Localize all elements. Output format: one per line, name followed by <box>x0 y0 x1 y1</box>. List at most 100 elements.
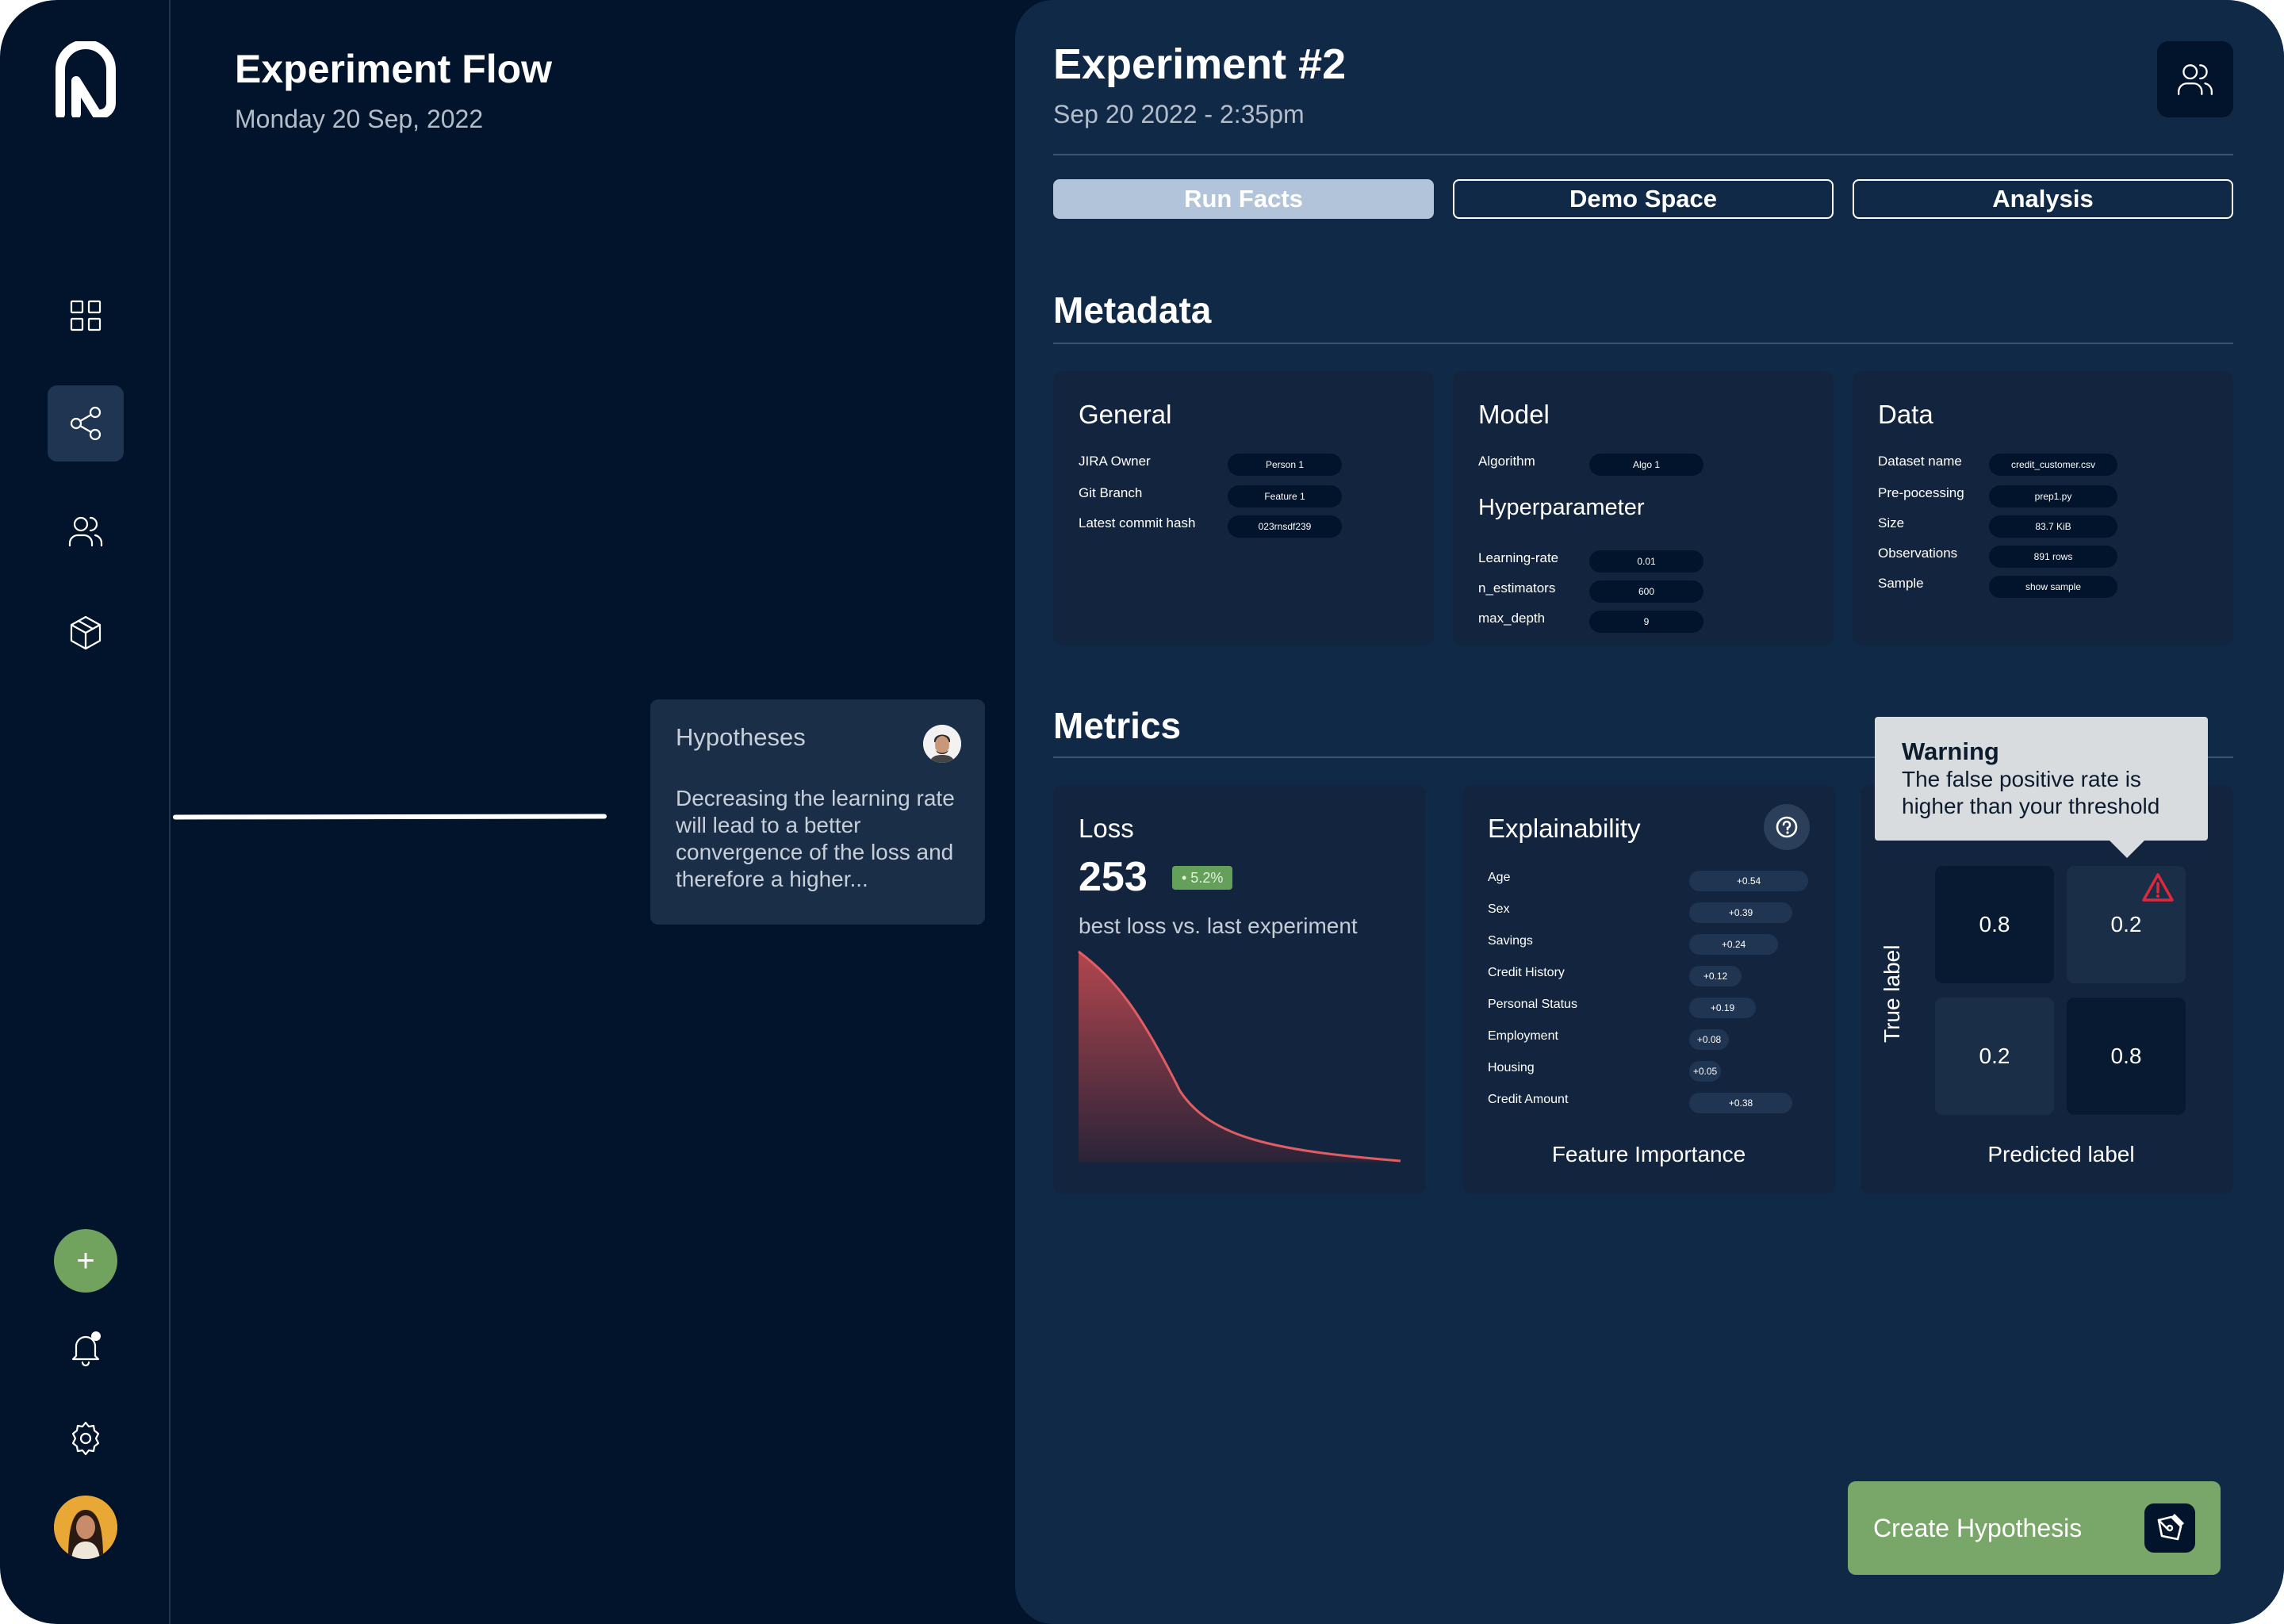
experiment-date: Sep 20 2022 - 2:35pm <box>1053 100 1305 128</box>
kv-value: Person 1 <box>1228 454 1342 476</box>
kv-value: 83.7 KiB <box>1989 515 2117 538</box>
metrics-divider <box>1053 756 2233 758</box>
confusion-matrix-card: True label 0.8 0.2 0.2 0.8 Predicted lab… <box>1861 785 2233 1194</box>
explainability-card: Explainability Age +0.54 Sex +0.39 Savin… <box>1462 785 1835 1194</box>
hyperparameter-title: Hyperparameter <box>1478 495 1645 520</box>
tab-run-facts[interactable]: Run Facts <box>1053 179 1434 219</box>
help-icon <box>1776 816 1798 838</box>
feature-importance-label: Feature Importance <box>1551 1142 1746 1166</box>
kv-key: Latest commit hash <box>1079 515 1196 530</box>
general-card: General JIRA Owner Person 1 Git Branch F… <box>1053 371 1434 645</box>
dashboard-button[interactable] <box>48 278 124 354</box>
team-icon <box>68 516 103 547</box>
loss-change-badge: • 5.2% <box>1172 866 1233 890</box>
experiment-title: Experiment #2 <box>1053 40 1347 88</box>
loss-subtitle: best loss vs. last experiment <box>1079 914 1358 938</box>
kv-value: 023rnsdf239 <box>1228 515 1342 538</box>
kv-key: Observations <box>1878 546 1958 561</box>
warning-tooltip: Warning The false positive rate is highe… <box>1875 717 2208 858</box>
user-avatar[interactable] <box>54 1496 117 1559</box>
feature-label: Credit Amount <box>1488 1093 1569 1106</box>
kv-value: 9 <box>1589 611 1703 633</box>
tab-demo-space[interactable]: Demo Space <box>1453 179 1834 219</box>
hypothesis-card[interactable]: Hypotheses Decreasing the learning rate … <box>650 699 985 925</box>
feature-value: +0.08 <box>1689 1029 1729 1050</box>
author-avatar-image <box>923 725 961 763</box>
bell-icon <box>71 1331 101 1367</box>
feature-label: Age <box>1488 871 1511 884</box>
kv-key: n_estimators <box>1478 580 1556 596</box>
flow-date: Monday 20 Sep, 2022 <box>235 105 484 133</box>
experiment-flow-button[interactable] <box>48 385 124 462</box>
team-button[interactable] <box>2157 41 2233 117</box>
explainability-title: Explainability <box>1488 814 1641 843</box>
kv-key: Algorithm <box>1478 454 1535 469</box>
kv-value: prep1.py <box>1989 485 2117 508</box>
feature-value: +0.24 <box>1689 934 1778 955</box>
loss-value: 253 <box>1079 854 1148 900</box>
kv-key: Pre-pocessing <box>1878 485 1964 500</box>
feature-label: Credit History <box>1488 966 1565 979</box>
predicted-label-axis: Predicted label <box>1987 1142 2135 1166</box>
pen-icon <box>2144 1503 2195 1553</box>
hypothesis-title: Hypotheses <box>676 723 806 751</box>
model-title: Model <box>1478 400 1550 429</box>
team-icon <box>2178 64 2213 95</box>
warning-title: Warning <box>1902 737 1999 765</box>
metrics-heading: Metrics <box>1053 705 1182 746</box>
hypothesis-text: Decreasing the learning rate will lead t… <box>676 786 955 891</box>
warning-icon[interactable] <box>2141 872 2175 902</box>
kv-key: Size <box>1878 515 1905 530</box>
flow-title: Experiment Flow <box>235 47 553 91</box>
create-hypothesis-label: Create Hypothesis <box>1873 1513 2083 1542</box>
kv-value: Feature 1 <box>1228 485 1342 508</box>
flow-connector-line <box>172 814 607 820</box>
kv-key: Learning-rate <box>1478 550 1559 565</box>
help-button[interactable] <box>1764 804 1810 850</box>
data-title: Data <box>1878 400 1933 429</box>
loss-line <box>1078 950 1401 1162</box>
loss-area <box>1079 952 1401 1162</box>
sidebar: + <box>0 0 171 1624</box>
feature-value: +0.54 <box>1689 871 1808 891</box>
warning-text: The false positive rate is higher than y… <box>1902 767 2160 818</box>
metadata-divider <box>1053 343 2233 344</box>
true-label-axis: True label <box>1880 944 1904 1043</box>
settings-button[interactable] <box>48 1400 124 1477</box>
general-title: General <box>1079 400 1172 429</box>
kv-value: 600 <box>1589 580 1703 603</box>
kv-key: JIRA Owner <box>1079 454 1151 469</box>
gear-icon <box>71 1421 100 1456</box>
feature-value: +0.05 <box>1689 1061 1721 1082</box>
cm-cell-fp: 0.2 <box>2067 866 2186 983</box>
kv-value: 0.01 <box>1589 550 1703 573</box>
logo-icon[interactable] <box>54 41 117 117</box>
loss-curve-chart <box>1078 950 1401 1162</box>
hypothesis-author-avatar[interactable] <box>923 725 961 763</box>
feature-label: Employment <box>1488 1029 1558 1043</box>
create-hypothesis-button[interactable]: Create Hypothesis <box>1848 1481 2221 1575</box>
metadata-heading: Metadata <box>1053 289 1212 331</box>
feature-label: Savings <box>1488 934 1533 948</box>
feature-value: +0.19 <box>1689 998 1756 1018</box>
feature-label: Housing <box>1488 1061 1535 1074</box>
add-button[interactable]: + <box>54 1229 117 1293</box>
kv-value: 891 rows <box>1989 546 2117 568</box>
feature-label: Sex <box>1488 902 1510 916</box>
feature-value: +0.38 <box>1689 1093 1792 1113</box>
show-sample-button[interactable]: show sample <box>1989 576 2117 598</box>
kv-value: credit_customer.csv <box>1989 454 2117 476</box>
plus-icon: + <box>76 1243 95 1278</box>
packages-button[interactable] <box>48 595 124 671</box>
kv-key: Dataset name <box>1878 454 1962 469</box>
tab-analysis[interactable]: Analysis <box>1853 179 2233 219</box>
cm-cell-tp: 0.8 <box>2067 998 2186 1115</box>
feature-value: +0.39 <box>1689 902 1792 923</box>
header-divider <box>1053 154 2233 155</box>
notifications-button[interactable] <box>48 1310 124 1386</box>
kv-key: Sample <box>1878 576 1924 591</box>
kv-key: Git Branch <box>1079 485 1143 500</box>
package-icon <box>70 615 102 650</box>
team-nav-button[interactable] <box>48 493 124 569</box>
